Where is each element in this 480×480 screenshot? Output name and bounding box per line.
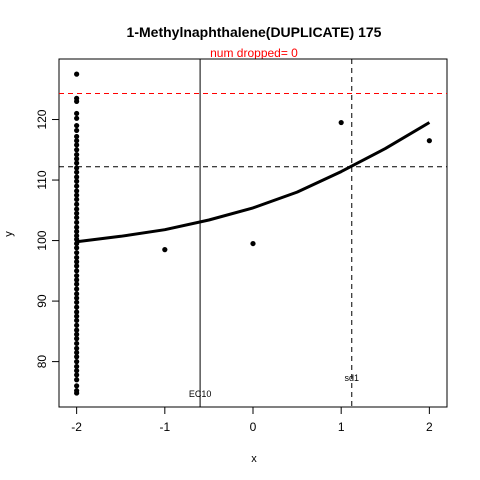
data-point — [74, 188, 80, 194]
data-point — [74, 349, 80, 356]
data-point — [74, 240, 80, 247]
y-tick-label: 110 — [35, 170, 49, 189]
data-point — [74, 390, 80, 396]
data-point — [74, 192, 80, 198]
data-point — [74, 313, 80, 319]
y-tick-label: 100 — [35, 230, 49, 250]
data-point — [74, 263, 80, 269]
data-point — [338, 119, 344, 126]
data-point — [74, 110, 80, 117]
axes: -2 -1 0 1 2 80 90 100 110 120 — [35, 109, 433, 434]
data-point — [74, 214, 80, 221]
x-tick-label: 2 — [426, 420, 433, 434]
data-point — [74, 322, 80, 328]
data-point — [74, 178, 80, 184]
fit-curve-layer — [76, 121, 431, 244]
fit-curve — [76, 121, 431, 244]
data-point — [74, 224, 80, 230]
data-point — [74, 228, 80, 235]
data-point — [74, 71, 80, 77]
data-point — [74, 245, 80, 251]
data-point — [74, 368, 80, 374]
data-point — [74, 219, 80, 226]
data-point — [74, 156, 80, 162]
data-point — [74, 254, 80, 261]
data-point — [74, 340, 80, 347]
y-tick-label: 120 — [35, 109, 49, 129]
data-point — [74, 196, 80, 203]
data-point — [74, 345, 80, 351]
data-point — [74, 273, 80, 279]
data-point — [250, 240, 256, 247]
x-tick-label: -2 — [71, 420, 82, 434]
x-axis-label: x — [251, 453, 257, 465]
data-point — [74, 304, 80, 310]
y-axis-label: y — [3, 231, 15, 237]
data-point — [74, 295, 80, 301]
data-point — [74, 331, 80, 337]
data-point — [74, 268, 80, 274]
data-point — [74, 327, 80, 333]
ec10-label: EC10 — [189, 389, 212, 399]
plot-frame — [58, 58, 448, 408]
data-point — [74, 236, 80, 242]
x-tick-label: 0 — [250, 420, 257, 434]
y-tick-label: 80 — [35, 355, 49, 369]
data-point — [74, 286, 80, 292]
data-point — [162, 247, 168, 253]
data-point — [74, 354, 80, 360]
data-point — [74, 115, 80, 121]
data-point — [74, 317, 80, 324]
data-point — [74, 174, 80, 180]
data-point — [74, 336, 80, 342]
data-point — [74, 147, 80, 153]
data-point — [74, 210, 80, 216]
data-point — [74, 183, 80, 189]
data-point — [74, 277, 80, 283]
data-points — [74, 71, 432, 396]
data-point — [74, 359, 80, 365]
data-point — [74, 291, 80, 297]
data-point — [74, 377, 80, 383]
data-point — [74, 165, 80, 171]
reference-lines — [59, 59, 447, 407]
data-point — [74, 201, 80, 207]
data-point — [74, 142, 80, 148]
y-tick-label: 90 — [35, 294, 49, 308]
data-point — [74, 169, 80, 175]
data-point — [74, 233, 80, 239]
data-point — [74, 259, 80, 265]
data-point — [74, 299, 80, 305]
chart-title: 1-Methylnaphthalene(DUPLICATE) 175 — [127, 24, 382, 40]
x-tick-label: 1 — [338, 420, 345, 434]
data-point — [74, 281, 80, 287]
data-point — [74, 127, 80, 134]
chart-subtitle: num dropped= 0 — [210, 46, 298, 60]
sd1-label: sd1 — [345, 373, 360, 383]
data-point — [74, 133, 80, 140]
data-point — [426, 138, 432, 144]
data-point — [74, 250, 80, 256]
data-point — [74, 122, 80, 129]
data-point — [74, 383, 80, 389]
data-point — [74, 98, 80, 104]
data-point — [74, 206, 80, 212]
data-point — [74, 160, 80, 166]
data-point — [74, 363, 80, 370]
data-point — [74, 152, 80, 158]
x-tick-label: -1 — [159, 420, 170, 434]
data-point — [74, 372, 80, 378]
data-point — [74, 138, 80, 144]
data-point — [74, 309, 80, 315]
